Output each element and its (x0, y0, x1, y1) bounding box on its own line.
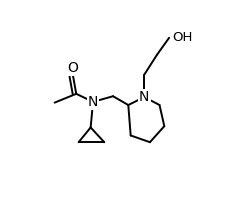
Text: N: N (139, 90, 149, 104)
Text: N: N (87, 95, 98, 109)
Text: OH: OH (171, 31, 191, 44)
Text: O: O (66, 61, 77, 75)
